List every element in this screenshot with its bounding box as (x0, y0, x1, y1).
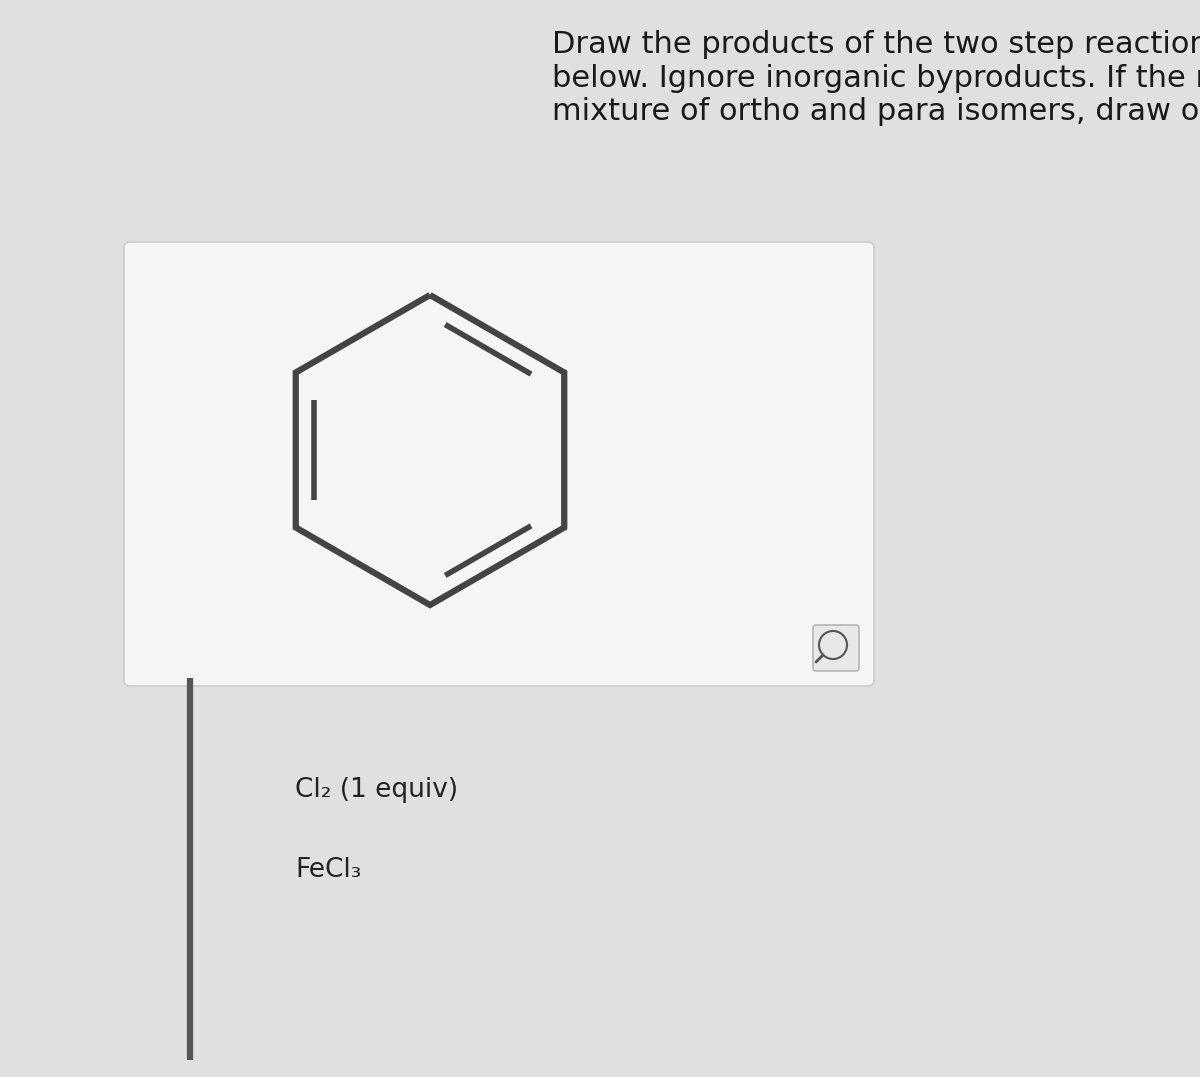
FancyBboxPatch shape (814, 625, 859, 671)
Text: Cl₂ (1 equiv): Cl₂ (1 equiv) (295, 777, 458, 803)
Text: FeCl₃: FeCl₃ (295, 857, 361, 883)
FancyBboxPatch shape (124, 242, 874, 686)
Text: Draw the products of the two step reaction sequence shown
below. Ignore inorgani: Draw the products of the two step reacti… (552, 30, 1200, 126)
